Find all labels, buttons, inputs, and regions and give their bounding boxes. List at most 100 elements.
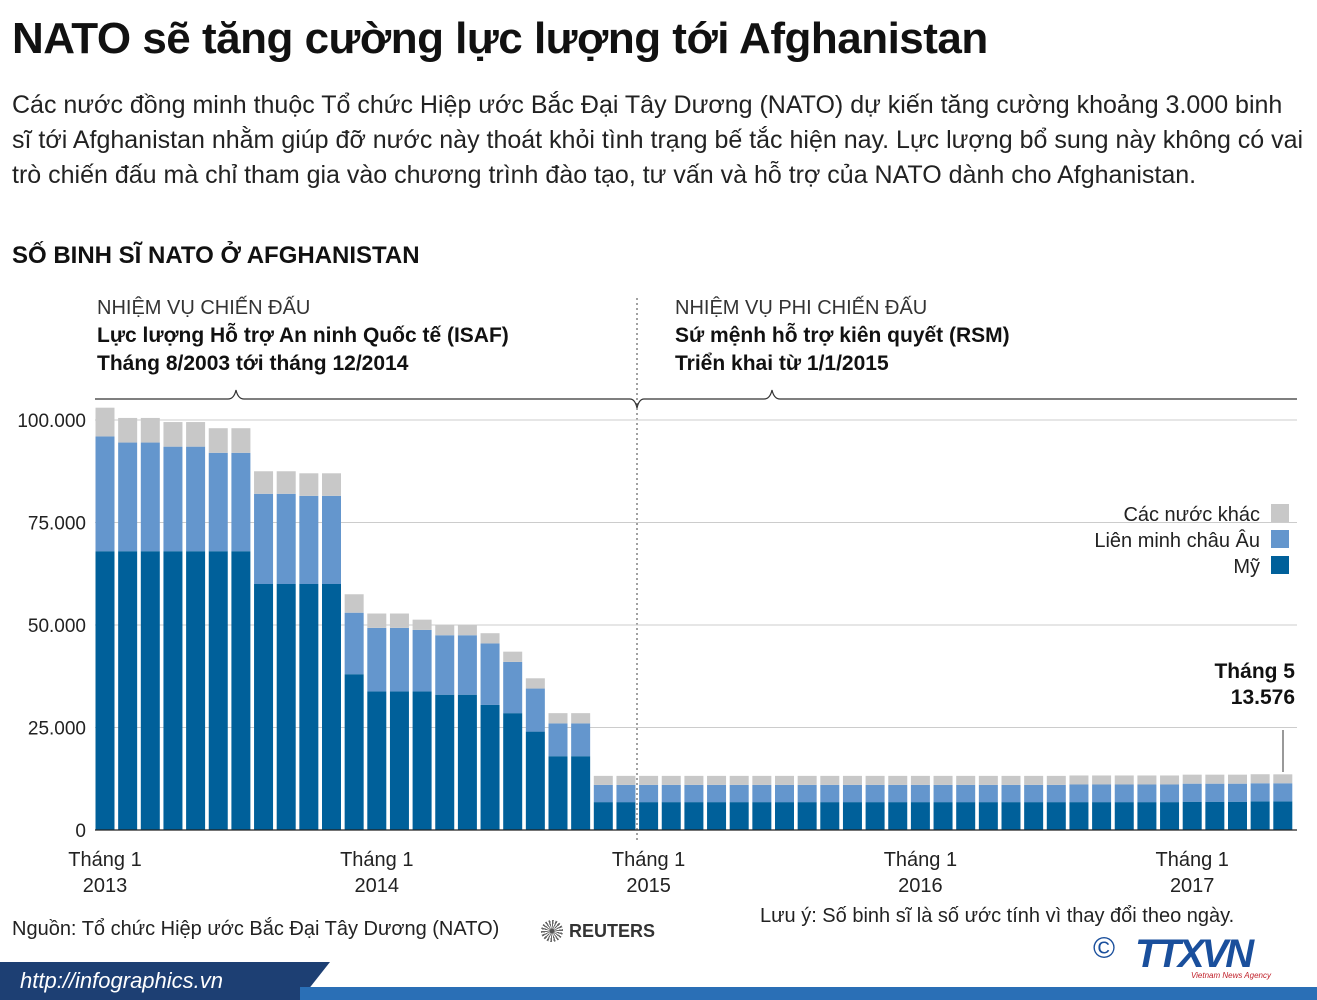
bar-segment-us bbox=[910, 802, 930, 830]
bar-segment-eu bbox=[231, 452, 251, 552]
x-tick-label-month: Tháng 1 bbox=[340, 849, 413, 871]
combat-brace bbox=[95, 389, 638, 409]
bar-segment-other bbox=[639, 775, 659, 785]
legend-label-eu: Liên minh châu Âu bbox=[1094, 529, 1260, 552]
bar-segment-other bbox=[1273, 774, 1293, 784]
bar-segment-us bbox=[729, 802, 749, 830]
bar-segment-other bbox=[571, 713, 591, 724]
x-tick-label-month: Tháng 1 bbox=[68, 849, 141, 871]
legend: Các nước khác Liên minh châu Âu Mỹ bbox=[1094, 504, 1289, 578]
footer-link[interactable]: http://infographics.vn bbox=[20, 968, 224, 993]
bar-segment-other bbox=[457, 625, 477, 636]
legend-swatch-other bbox=[1271, 504, 1289, 522]
bar-segment-other bbox=[480, 633, 500, 644]
bar-segment-us bbox=[435, 694, 455, 830]
bar-segment-us bbox=[254, 584, 274, 830]
bar-segment-eu bbox=[616, 784, 636, 803]
bar-segment-eu bbox=[910, 784, 930, 803]
bar-segment-other bbox=[276, 471, 296, 494]
bar-segment-eu bbox=[548, 723, 568, 757]
bar-segment-us bbox=[367, 691, 387, 830]
legend-label-other: Các nước khác bbox=[1123, 504, 1260, 526]
bar-segment-us bbox=[797, 802, 817, 830]
bar-segment-other bbox=[797, 775, 817, 785]
bar-segment-eu bbox=[208, 452, 228, 552]
bar-segment-us bbox=[322, 584, 341, 830]
bar-segment-us bbox=[956, 802, 976, 830]
bar-segment-eu bbox=[933, 784, 953, 803]
bar-segment-other bbox=[865, 775, 885, 785]
bar-segment-us bbox=[639, 802, 659, 830]
bar-segment-us bbox=[548, 756, 568, 830]
bar-segment-eu bbox=[163, 446, 183, 552]
bar-segment-eu bbox=[344, 612, 364, 675]
bar-segment-eu bbox=[276, 493, 296, 584]
bar-segment-other bbox=[1024, 775, 1044, 785]
bar-segment-other bbox=[820, 775, 840, 785]
legend-swatch-eu bbox=[1271, 530, 1289, 548]
bar-segment-eu bbox=[1092, 784, 1112, 803]
bar-segment-other bbox=[707, 775, 727, 785]
period-noncombat-dates: Triển khai từ 1/1/2015 bbox=[675, 352, 889, 375]
footer-bar: http://infographics.vn bbox=[0, 962, 1317, 1000]
bar-segment-us bbox=[775, 802, 794, 830]
bar-segment-eu bbox=[1228, 783, 1247, 802]
bar-segment-us bbox=[888, 802, 908, 830]
bar-segment-eu bbox=[1001, 784, 1021, 803]
ttxvn-logo: TTXVN Vietnam News Agency bbox=[1135, 934, 1275, 980]
x-tick-label-year: 2017 bbox=[1170, 875, 1215, 897]
bar-segment-eu bbox=[661, 784, 681, 803]
bar-segment-eu bbox=[684, 784, 704, 803]
bar-segment-us bbox=[616, 802, 636, 830]
bar-segment-eu bbox=[1114, 784, 1134, 803]
reuters-credit: REUTERS bbox=[541, 920, 655, 942]
bar-segment-other bbox=[661, 775, 681, 785]
bar-segment-other bbox=[616, 775, 636, 785]
x-tick-label-month: Tháng 1 bbox=[884, 849, 957, 871]
troop-chart: NHIỆM VỤ CHIẾN ĐẤU Lực lượng Hỗ trợ An n… bbox=[17, 296, 1297, 897]
bar-segment-eu bbox=[639, 784, 659, 803]
bar-segment-us bbox=[140, 551, 160, 830]
bar-segment-us bbox=[1024, 802, 1044, 830]
bar-segment-us bbox=[1182, 801, 1202, 830]
y-tick-label: 50.000 bbox=[28, 616, 86, 637]
x-tick-label-year: 2015 bbox=[626, 875, 671, 897]
bar-segment-other bbox=[118, 417, 138, 443]
bar-segment-eu bbox=[367, 627, 387, 692]
bar-segment-other bbox=[1160, 775, 1180, 785]
period-combat-name: Lực lượng Hỗ trợ An ninh Quốc tế (ISAF) bbox=[97, 323, 509, 347]
x-tick-label-month: Tháng 1 bbox=[612, 849, 685, 871]
source-text: Nguồn: Tổ chức Hiệp ước Bắc Đại Tây Dươn… bbox=[12, 918, 500, 940]
bar-segment-other bbox=[435, 625, 455, 636]
period-noncombat-name: Sứ mệnh hỗ trợ kiên quyết (RSM) bbox=[675, 323, 1010, 347]
bar-segment-us bbox=[1228, 801, 1247, 830]
bar-segment-eu bbox=[1205, 783, 1225, 802]
bar-segment-other bbox=[95, 407, 115, 437]
bar-segment-other bbox=[299, 473, 319, 496]
noncombat-brace bbox=[636, 389, 1297, 409]
bar-segment-eu bbox=[95, 436, 115, 552]
period-noncombat-label: NHIỆM VỤ PHI CHIẾN ĐẤU bbox=[675, 296, 927, 319]
bar-segment-us bbox=[865, 802, 885, 830]
bar-segment-us bbox=[1092, 802, 1112, 830]
bar-segment-us bbox=[503, 713, 523, 830]
bar-segment-eu bbox=[525, 688, 545, 732]
bar-segment-us bbox=[661, 802, 681, 830]
bar-segment-other bbox=[593, 775, 613, 785]
bar-segment-us bbox=[163, 551, 183, 830]
bar-segment-us bbox=[571, 756, 591, 830]
bar-segment-eu bbox=[956, 784, 976, 803]
bar-segment-us bbox=[1069, 802, 1089, 830]
reuters-logo-icon bbox=[541, 920, 563, 942]
bar-segment-us bbox=[1205, 801, 1225, 830]
bar-segment-eu bbox=[457, 635, 477, 695]
bar-segment-us bbox=[118, 551, 138, 830]
bar-segment-other bbox=[503, 651, 523, 662]
bar-segment-us bbox=[684, 802, 704, 830]
bar-segment-us bbox=[752, 802, 772, 830]
legend-label-us: Mỹ bbox=[1233, 556, 1260, 578]
y-tick-label: 100.000 bbox=[17, 411, 86, 432]
bar-segment-eu bbox=[888, 784, 908, 803]
bar-segment-us bbox=[1001, 802, 1021, 830]
bar-segment-other bbox=[910, 775, 930, 785]
